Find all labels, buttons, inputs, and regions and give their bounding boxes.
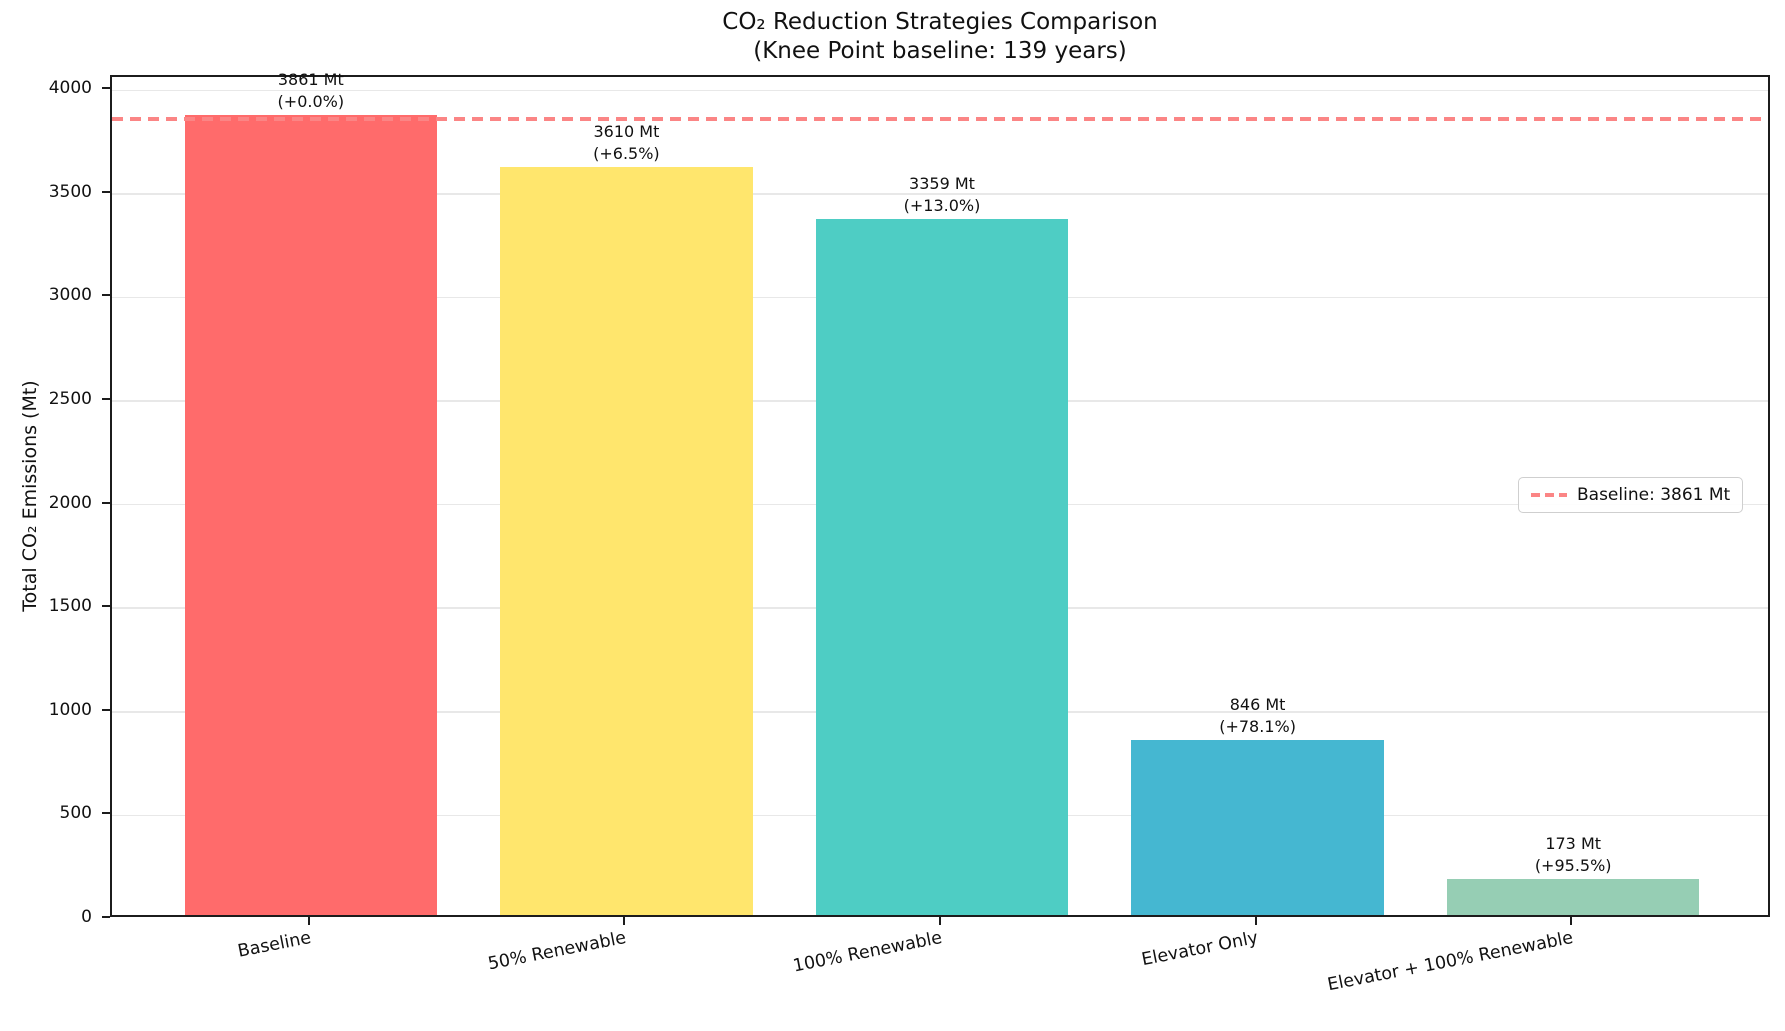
y-tick-label-0: 0 — [81, 907, 92, 927]
x-tick-mark-0 — [307, 917, 310, 925]
y-tick-label-2500: 2500 — [48, 389, 92, 410]
y-tick-mark-3000 — [102, 294, 110, 297]
x-tick-mark-1 — [623, 917, 626, 925]
x-tick-mark-4 — [1570, 917, 1573, 925]
y-tick-mark-2000 — [102, 501, 110, 504]
bar-percent-label: (+95.5%) — [1534, 856, 1612, 876]
bar-value-label: 846 Mt — [1229, 694, 1286, 714]
y-tick-mark-0 — [102, 916, 110, 918]
chart-title-line2: (Knee Point baseline: 139 years) — [753, 38, 1127, 64]
y-tick-label-3000: 3000 — [48, 285, 92, 306]
x-tick-label-3: Elevator Only — [1139, 928, 1260, 971]
bar-annotation-2: 3359 Mt (+13.0%) — [904, 173, 981, 217]
bar-50-renewable — [500, 167, 753, 915]
gridline-y-3500 — [112, 193, 1768, 195]
y-axis-title: Total CO₂ Emissions (Mt) — [19, 380, 41, 612]
bar-elevator-100-renewable — [1446, 879, 1700, 915]
legend-dashed-line-sample — [1531, 493, 1567, 497]
bar-annotation-0: 3861 Mt (+0.0%) — [278, 69, 345, 113]
bar-percent-label: (+78.1%) — [1219, 716, 1296, 736]
legend-entry-label: Baseline: 3861 Mt — [1577, 485, 1731, 505]
bar-percent-label: (+13.0%) — [903, 196, 981, 216]
y-tick-label-3500: 3500 — [48, 181, 92, 202]
legend: Baseline: 3861 Mt — [1518, 477, 1744, 513]
y-tick-mark-3500 — [102, 190, 110, 193]
y-tick-mark-500 — [102, 812, 110, 815]
bar-value-label: 3861 Mt — [277, 70, 344, 90]
x-tick-mark-3 — [1254, 917, 1257, 925]
bar-annotation-3: 846 Mt (+78.1%) — [1219, 694, 1296, 738]
y-tick-label-1000: 1000 — [48, 699, 92, 720]
y-tick-label-500: 500 — [59, 803, 92, 824]
y-tick-label-4000: 4000 — [48, 78, 92, 99]
y-tick-label-1500: 1500 — [48, 596, 92, 617]
x-tick-label-1: 50% Renewable — [486, 928, 629, 975]
x-tick-label-0: Baseline — [235, 928, 313, 962]
y-tick-mark-1500 — [102, 605, 110, 608]
y-tick-label-2000: 2000 — [48, 492, 92, 513]
bar-percent-label: (+6.5%) — [593, 144, 660, 164]
bar-percent-label: (+0.0%) — [277, 92, 345, 112]
bar-annotation-4: 173 Mt (+95.5%) — [1535, 833, 1612, 877]
x-tick-label-2: 100% Renewable — [791, 928, 944, 977]
x-tick-label-4: Elevator + 100% Renewable — [1326, 928, 1575, 996]
bar-100-renewable — [815, 219, 1069, 915]
gridline-y-4000 — [112, 89, 1768, 91]
baseline-reference-line — [112, 117, 1768, 121]
bar-value-label: 3359 Mt — [909, 174, 975, 194]
bar-baseline — [184, 115, 438, 915]
y-tick-mark-2500 — [102, 398, 110, 401]
bar-annotation-1: 3610 Mt (+6.5%) — [593, 121, 660, 165]
bar-elevator-only — [1131, 739, 1384, 915]
chart-title: CO₂ Reduction Strategies Comparison (Kne… — [722, 8, 1157, 66]
x-tick-mark-2 — [939, 917, 941, 925]
bar-value-label: 173 Mt — [1545, 834, 1602, 854]
chart-title-line1: CO₂ Reduction Strategies Comparison — [722, 9, 1158, 35]
y-tick-mark-1000 — [102, 708, 110, 711]
y-tick-mark-4000 — [102, 87, 110, 90]
plot-area: 3861 Mt (+0.0%) 3610 Mt (+6.5%) 3359 Mt (+13.… — [110, 70, 1770, 917]
bar-value-label: 3610 Mt — [593, 122, 660, 142]
